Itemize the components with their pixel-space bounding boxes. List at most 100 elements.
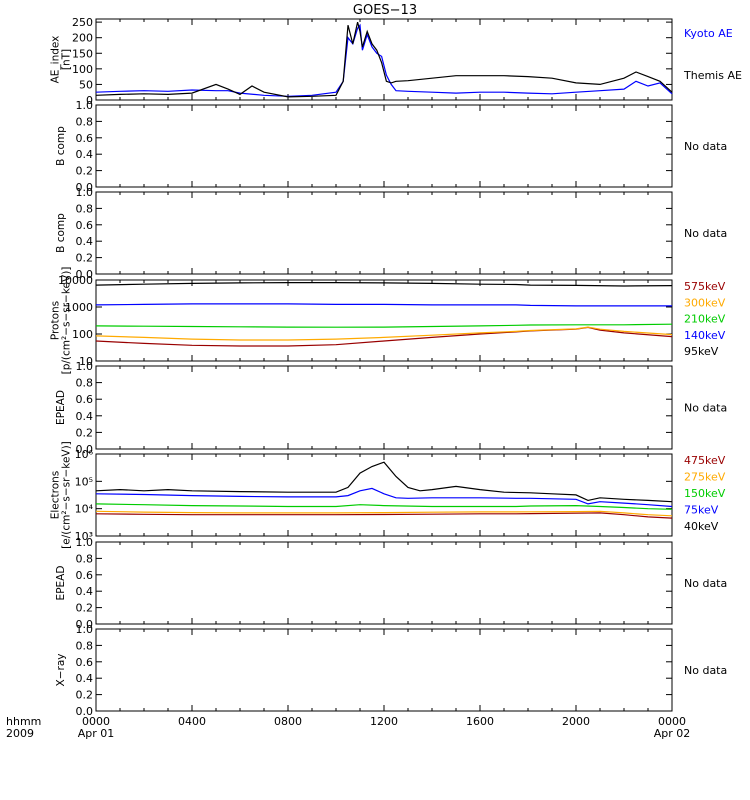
panel-frame xyxy=(95,541,673,625)
panel-electrons: 10³ 10⁴ 10⁵ 10⁶ Electrons [e/(cm²−s−sr−keV)] 4… xyxy=(50,441,726,549)
series-475kev xyxy=(95,512,673,519)
start-date-label: Apr 01 xyxy=(78,727,115,740)
no-data-label: No data xyxy=(684,140,727,153)
panels: 0 50 100 150 200 250 AE_index [nT] Kyoto AE Themi… xyxy=(50,16,742,718)
y-axis-label: Protons xyxy=(50,301,62,340)
x-tick-label: 0000 xyxy=(82,715,110,728)
panel-frame xyxy=(95,365,673,450)
y-axis-label: B comp xyxy=(55,213,67,253)
y-axis-label: [nT] xyxy=(61,49,73,70)
y-tick-label: 0.0 xyxy=(76,443,94,456)
y-tick-label: 0.6 xyxy=(76,569,94,582)
panel-frame xyxy=(95,191,673,275)
y-tick-label: 0.0 xyxy=(76,181,94,194)
y-tick-label: 0.6 xyxy=(76,656,94,669)
x-tick-label: 2000 xyxy=(562,715,590,728)
y-tick-label: 1.0 xyxy=(76,360,94,373)
no-data-label: No data xyxy=(684,577,727,590)
no-data-label: No data xyxy=(684,664,727,677)
panel-epead1: 0.0 0.2 0.4 0.6 0.8 1.0 EPEAD No data xyxy=(55,360,727,456)
series-95kev xyxy=(95,282,673,287)
y-tick-label: 10 xyxy=(79,355,93,368)
y-tick-label: 0.6 xyxy=(76,393,94,406)
series-275kev xyxy=(95,510,673,517)
panel-frame xyxy=(95,104,673,188)
no-data-label: No data xyxy=(684,227,727,240)
y-tick-label: 0.0 xyxy=(76,618,94,631)
y-tick-label: 10³ xyxy=(75,530,93,543)
y-tick-label: 150 xyxy=(72,47,93,60)
y-tick-label: 0.2 xyxy=(76,165,94,178)
y-axis-label: EPEAD xyxy=(55,390,67,425)
y-axis-label: AE_index xyxy=(50,36,62,84)
y-tick-label: 0.8 xyxy=(76,552,94,565)
y-axis-label: Electrons xyxy=(50,471,62,520)
x-tick-label: 0400 xyxy=(178,715,206,728)
series-300kev xyxy=(95,326,673,341)
y-tick-label: 0.4 xyxy=(76,585,94,598)
y-axis-label: EPEAD xyxy=(55,566,67,601)
x-tick-label: 0800 xyxy=(274,715,302,728)
y-tick-label: 0.2 xyxy=(76,252,94,265)
series-210kev xyxy=(95,323,673,328)
y-tick-label: 1.0 xyxy=(76,623,94,636)
end-date-label: Apr 02 xyxy=(654,727,691,740)
y-tick-label: 10⁵ xyxy=(75,475,93,488)
legend-entry: 75keV xyxy=(684,504,719,517)
y-tick-label: 1000 xyxy=(65,301,93,314)
panel-ae: 0 50 100 150 200 250 AE_index [nT] Kyoto AE Themi… xyxy=(50,16,742,107)
series-themis-ae xyxy=(95,21,673,98)
y-tick-label: 0.6 xyxy=(76,219,94,232)
y-tick-label: 0.2 xyxy=(76,426,94,439)
panel-epead2: 0.0 0.2 0.4 0.6 0.8 1.0 EPEAD No data xyxy=(55,536,727,631)
legend-entry: 95keV xyxy=(684,345,719,358)
y-tick-label: 0.4 xyxy=(76,672,94,685)
panel-protons: 10 100 1000 10000 Protons [p/(cm²−s−sr−keV)] 5… xyxy=(50,267,726,375)
panel-frame xyxy=(95,279,673,362)
y-tick-label: 50 xyxy=(79,78,93,91)
y-tick-label: 0.6 xyxy=(76,132,94,145)
y-tick-label: 10⁴ xyxy=(75,503,94,516)
panel-frame xyxy=(95,628,673,712)
y-tick-label: 10000 xyxy=(58,274,93,287)
y-tick-label: 250 xyxy=(72,16,93,29)
legend-entry: 475keV xyxy=(684,454,726,467)
y-tick-label: 0.8 xyxy=(76,202,94,215)
y-tick-label: 0.0 xyxy=(76,705,94,718)
y-tick-label: 100 xyxy=(72,328,93,341)
y-tick-label: 1.0 xyxy=(76,186,94,199)
y-tick-label: 100 xyxy=(72,63,93,76)
y-tick-label: 0.0 xyxy=(76,268,94,281)
legend-entry: 575keV xyxy=(684,280,726,293)
series-575kev xyxy=(95,326,673,347)
legend-entry: Kyoto AE xyxy=(684,27,733,40)
panel-frame xyxy=(95,18,673,101)
year-label: 2009 xyxy=(6,727,34,740)
y-tick-label: 0.4 xyxy=(76,410,94,423)
series-75kev xyxy=(95,487,673,508)
y-tick-label: 1.0 xyxy=(76,99,94,112)
y-tick-label: 0.4 xyxy=(76,235,94,248)
y-axis-label: [e/(cm²−s−sr−keV)] xyxy=(61,441,73,549)
y-tick-label: 0.8 xyxy=(76,377,94,390)
x-tick-label: 0000 xyxy=(658,715,686,728)
series-150kev xyxy=(95,503,673,510)
legend-entry: 140keV xyxy=(684,329,726,342)
y-tick-label: 10⁶ xyxy=(75,448,94,461)
y-axis-label: B comp xyxy=(55,126,67,166)
y-tick-label: 0.8 xyxy=(76,115,94,128)
y-tick-label: 0 xyxy=(86,94,93,107)
y-axis-label: [p/(cm²−s−sr−keV)] xyxy=(61,267,73,375)
series-kyoto-ae xyxy=(95,23,673,97)
legend-entry: 300keV xyxy=(684,296,726,309)
legend-entry: 150keV xyxy=(684,487,726,500)
legend-entry: 210keV xyxy=(684,313,726,326)
time-format-label: hhmm xyxy=(6,715,41,728)
y-axis-label: X−ray xyxy=(55,654,67,687)
panel-xray: 0.0 0.2 0.4 0.6 0.8 1.0 X−ray No data xyxy=(55,623,727,718)
panel-bcomp1: 0.0 0.2 0.4 0.6 0.8 1.0 B comp No data xyxy=(55,99,727,194)
x-tick-label: 1200 xyxy=(370,715,398,728)
chart-title: GOES−13 xyxy=(353,3,417,18)
series-140kev xyxy=(95,303,672,307)
